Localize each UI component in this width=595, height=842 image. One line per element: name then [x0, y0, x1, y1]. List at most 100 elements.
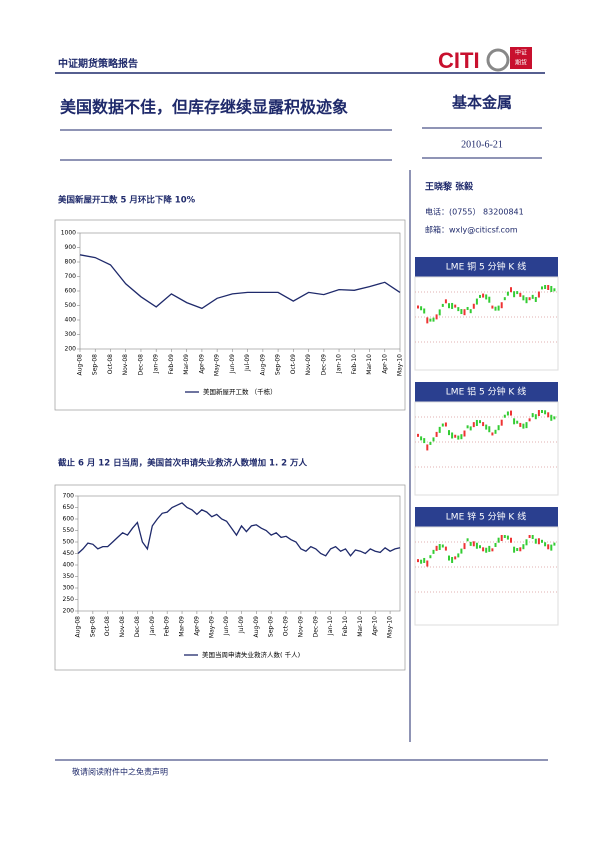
y-tick-label: 1000	[61, 230, 76, 237]
panel-chart	[414, 401, 559, 496]
candle	[463, 309, 466, 316]
x-tick-label: Aug-09	[259, 354, 266, 376]
candle	[513, 291, 516, 298]
candle	[426, 317, 429, 324]
candle	[531, 413, 534, 418]
y-tick-label: 800	[65, 259, 77, 266]
x-tick-label: Feb-09	[164, 616, 171, 637]
candle	[506, 411, 509, 416]
candle	[541, 410, 543, 413]
candle	[506, 535, 509, 540]
report-title: 美国数据不佳，但库存继续显露积极迹象	[60, 98, 348, 117]
candle	[475, 298, 478, 305]
candle	[475, 542, 478, 549]
candle	[528, 297, 531, 301]
x-tick-label: Aug-09	[253, 616, 260, 638]
panel-title: LME 铜 5 分钟 K 线	[446, 261, 526, 273]
y-tick-label: 350	[63, 573, 75, 580]
candle	[553, 542, 556, 546]
y-tick-label: 600	[63, 516, 75, 523]
candle	[525, 297, 528, 304]
sector: 基本金属	[451, 94, 512, 112]
candle	[541, 286, 543, 290]
candle	[457, 307, 460, 312]
x-tick-label: Nov-09	[297, 616, 304, 638]
candle	[420, 306, 423, 311]
candle	[432, 317, 435, 322]
candle	[503, 535, 506, 538]
candle	[444, 546, 447, 551]
candle	[429, 441, 432, 445]
footer-note: 敬请阅读附件中之免责声明	[72, 767, 168, 777]
candle	[457, 435, 460, 440]
candle	[488, 426, 491, 433]
candle	[472, 422, 475, 428]
chart-frame	[54, 219, 406, 411]
x-tick-label: Jan-09	[149, 616, 156, 636]
candle	[510, 287, 512, 293]
candle	[417, 305, 419, 309]
candle	[513, 546, 516, 553]
candle	[534, 538, 537, 544]
x-tick-label: Sep-08	[92, 354, 99, 375]
candle	[432, 437, 435, 442]
candle	[438, 544, 441, 551]
candle	[479, 294, 481, 298]
candle	[463, 543, 466, 550]
panel-bar	[415, 382, 558, 402]
candle	[432, 549, 435, 554]
x-tick-label: Jul-09	[244, 354, 251, 372]
y-tick-label: 550	[63, 527, 75, 534]
panel-title: LME 锌 5 分钟 K 线	[446, 511, 526, 523]
email: 邮箱：wxly@citicsf.com	[425, 225, 518, 235]
x-tick-label: Oct-09	[283, 616, 290, 636]
candle	[500, 302, 503, 309]
candle	[457, 553, 460, 558]
chart-title: 截止 6 月 12 日当周，美国首次申请失业救济人数增加 1. 2 万人	[58, 458, 308, 469]
candle	[516, 291, 519, 295]
candle	[544, 542, 547, 547]
candle	[435, 545, 438, 551]
chart-title: 美国新屋开工数 5 月环比下降 10%	[58, 195, 196, 206]
candle	[448, 303, 450, 309]
candle	[497, 305, 500, 311]
candle	[547, 285, 550, 290]
x-tick-label: Apr-10	[372, 616, 379, 636]
candle	[525, 422, 528, 429]
x-tick-label: Dec-08	[137, 354, 144, 376]
candle	[460, 548, 463, 554]
x-tick-label: Dec-08	[134, 616, 141, 638]
x-tick-label: Sep-08	[89, 616, 96, 637]
x-tick-label: Mar-10	[366, 354, 373, 375]
y-tick-label: 600	[65, 288, 77, 295]
candle	[417, 559, 419, 563]
x-tick-label: Apr-09	[193, 616, 200, 636]
candle	[451, 302, 454, 309]
report-name: 中证期货策略报告	[58, 57, 138, 70]
candle	[534, 414, 537, 420]
candle	[553, 288, 556, 292]
x-tick-label: Mar-10	[357, 616, 364, 637]
x-tick-label: Feb-10	[342, 616, 349, 637]
candle	[444, 299, 447, 304]
x-tick-label: May-10	[397, 354, 404, 376]
candle	[423, 557, 426, 563]
candle	[541, 539, 543, 543]
candle	[463, 430, 466, 437]
candle	[488, 545, 491, 552]
x-tick-label: Dec-09	[312, 616, 319, 638]
panel-chart	[414, 276, 559, 371]
candle	[537, 291, 540, 298]
y-tick-label: 500	[65, 302, 77, 309]
x-tick-label: Jan-10	[327, 616, 334, 636]
panel-chart	[414, 526, 559, 626]
x-tick-label: Mar-09	[179, 616, 186, 637]
y-tick-label: 650	[63, 504, 75, 511]
panel-bar	[415, 507, 558, 527]
x-tick-label: Mar-09	[183, 354, 190, 375]
candle	[441, 303, 444, 307]
y-tick-label: 200	[63, 608, 75, 615]
y-tick-label: 400	[63, 562, 75, 569]
candle	[494, 429, 497, 434]
candle	[454, 556, 457, 560]
